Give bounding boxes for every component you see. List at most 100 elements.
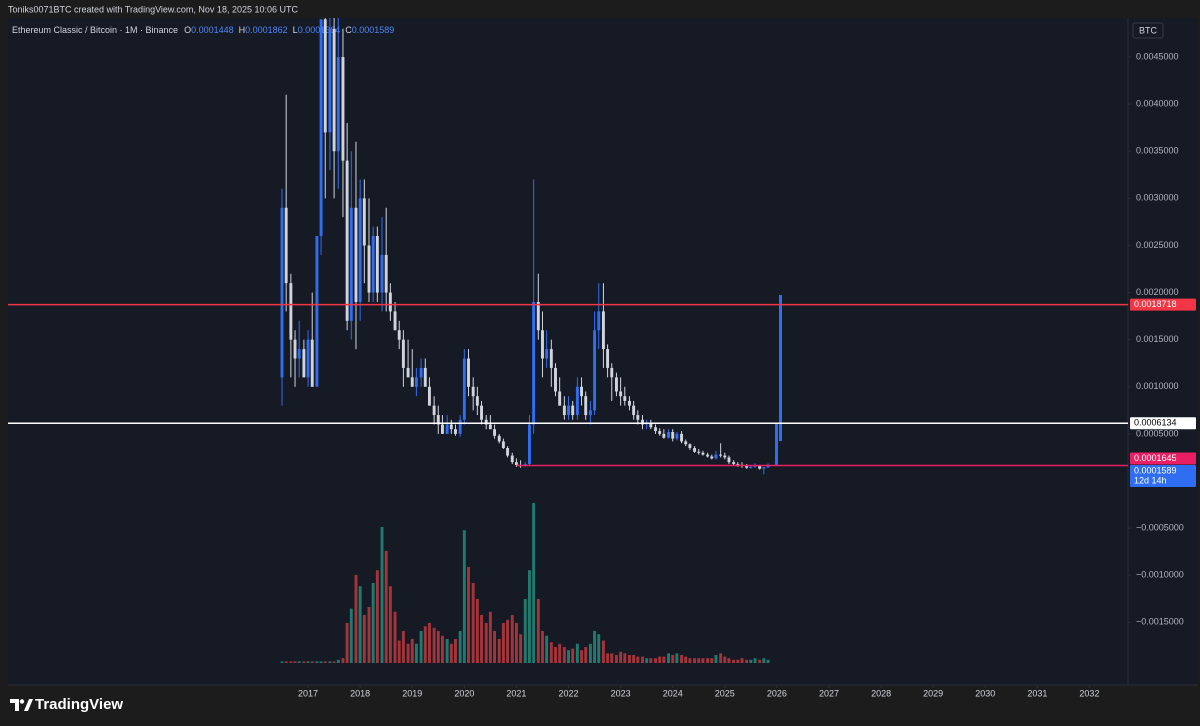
y-tick-label: −0.0010000 xyxy=(1136,570,1184,580)
volume-bar xyxy=(445,639,449,663)
candle-body xyxy=(336,57,340,152)
y-tick-label: −0.0015000 xyxy=(1136,617,1184,627)
volume-bar xyxy=(514,623,518,663)
volume-bar xyxy=(293,661,297,663)
volume-bar xyxy=(358,586,362,663)
volume-bar xyxy=(371,583,375,663)
candle-body xyxy=(406,367,410,378)
volume-bar xyxy=(284,661,288,663)
candle-body xyxy=(693,448,697,452)
volume-bar xyxy=(323,661,327,663)
volume-bar xyxy=(297,661,301,663)
y-tick-label: 0.0005000 xyxy=(1136,428,1179,438)
candle-body xyxy=(667,432,670,438)
candle-body xyxy=(658,431,662,434)
candle-body xyxy=(632,405,636,416)
candle-body xyxy=(371,236,375,293)
candle-body xyxy=(510,455,514,463)
candle-body xyxy=(514,462,518,465)
candle-body xyxy=(593,330,597,411)
candle-body xyxy=(706,454,710,457)
level-label: 0.0001645 xyxy=(1134,453,1177,463)
candle-body xyxy=(284,207,288,284)
candle-body xyxy=(345,160,349,321)
y-tick-label: 0.0010000 xyxy=(1136,381,1179,391)
volume-bar xyxy=(332,661,336,663)
candle-body xyxy=(575,386,579,416)
candle-body xyxy=(410,377,414,387)
volume-bar xyxy=(714,655,718,663)
volume-bar xyxy=(328,661,332,663)
volume-bar xyxy=(654,658,657,663)
volume-bar xyxy=(454,639,457,663)
candle-body xyxy=(488,424,492,430)
candle-body xyxy=(532,301,536,425)
volume-bar xyxy=(406,643,410,663)
volume-bar xyxy=(575,643,579,663)
candle-body xyxy=(388,292,392,312)
volume-bar xyxy=(349,608,353,663)
ohlc-value: 0.0001589 xyxy=(352,25,395,35)
level-label: 0.0018718 xyxy=(1134,299,1177,309)
volume-bar xyxy=(488,611,492,663)
ohlc-label: O xyxy=(184,25,191,35)
volume-bar xyxy=(658,656,662,663)
volume-bar xyxy=(397,640,401,663)
candle-body xyxy=(380,254,384,293)
volume-bar xyxy=(562,647,566,663)
candle-body xyxy=(649,422,653,428)
volume-bar xyxy=(684,656,688,663)
volume-bar xyxy=(740,658,744,663)
candle-body xyxy=(384,254,388,293)
candle-body xyxy=(319,19,323,237)
candle-body xyxy=(723,455,727,458)
y-tick-label: 0.0040000 xyxy=(1136,98,1179,108)
volume-bar xyxy=(280,661,284,663)
volume-bar xyxy=(732,659,736,663)
volume-bar xyxy=(423,626,427,663)
candle-body xyxy=(362,198,366,246)
candle-body xyxy=(610,367,614,378)
volume-bar xyxy=(571,648,575,663)
candle-body xyxy=(623,396,627,401)
volume-bar xyxy=(315,661,319,663)
y-tick-label: 0.0035000 xyxy=(1136,146,1179,156)
x-tick-label: 2024 xyxy=(663,688,683,698)
candle-body xyxy=(541,330,544,359)
volume-bar xyxy=(632,655,636,663)
candle-body xyxy=(545,349,549,359)
candle-body xyxy=(315,236,319,387)
volume-bar xyxy=(449,643,453,663)
volume-bar xyxy=(614,655,618,663)
candle-body xyxy=(680,433,684,442)
candle-body xyxy=(714,454,718,459)
candle-body xyxy=(393,311,397,331)
ohlc-value: 0.0001364 xyxy=(298,25,341,35)
volume-bar xyxy=(671,655,675,663)
candle-body xyxy=(562,405,566,416)
volume-bar xyxy=(480,615,483,663)
price-label: 0.0001589 xyxy=(1134,465,1177,475)
candle-body xyxy=(506,448,510,456)
candle-body xyxy=(567,405,570,416)
volume-bar xyxy=(727,658,731,663)
candle-body xyxy=(328,28,332,133)
x-tick-label: 2018 xyxy=(350,688,370,698)
candle-body xyxy=(736,464,740,466)
volume-bar xyxy=(384,551,388,663)
candle-body xyxy=(323,19,327,133)
candle-body xyxy=(306,339,310,378)
projection-drawing xyxy=(775,295,782,466)
candle-body xyxy=(688,444,692,449)
ohlc-label: H xyxy=(239,25,246,35)
volume-bar xyxy=(354,575,358,663)
y-tick-label: 0.0030000 xyxy=(1136,193,1179,203)
x-tick-label: 2031 xyxy=(1027,688,1047,698)
candle-body xyxy=(527,424,531,465)
volume-bar xyxy=(675,653,679,663)
projection-shape xyxy=(775,424,778,466)
volume-bar xyxy=(289,661,293,663)
candle-body xyxy=(367,245,371,293)
